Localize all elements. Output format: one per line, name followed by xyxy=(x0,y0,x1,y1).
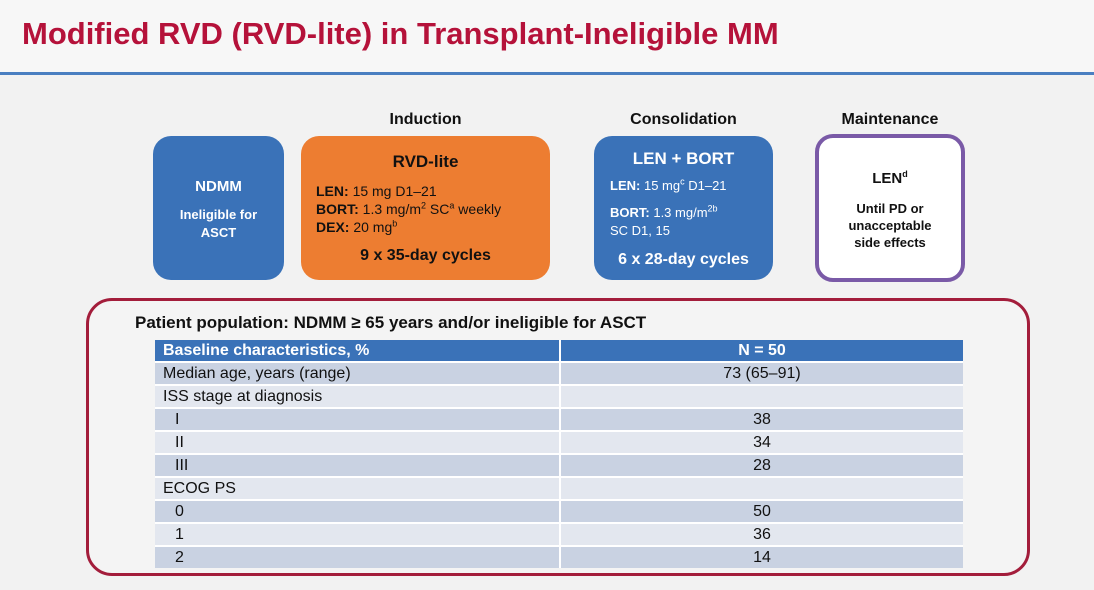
maintenance-box: LENd Until PD or unacceptable side effec… xyxy=(815,134,965,282)
ndmm-box: NDMM Ineligible for ASCT xyxy=(153,136,284,280)
maintenance-heading: LENd xyxy=(819,170,961,187)
phase-label-induction: Induction xyxy=(301,111,550,129)
table-row: 0 50 xyxy=(155,500,963,523)
row-value: 73 (65–91) xyxy=(560,362,963,385)
title-divider xyxy=(0,72,1094,75)
row-value xyxy=(560,385,963,408)
consolidation-heading: LEN + BORT xyxy=(594,149,773,169)
row-label: I xyxy=(155,408,560,431)
induction-cycles: 9 x 35-day cycles xyxy=(301,247,550,265)
row-value: 38 xyxy=(560,408,963,431)
row-value: 36 xyxy=(560,523,963,546)
row-value: 28 xyxy=(560,454,963,477)
row-label: 0 xyxy=(155,500,560,523)
maintenance-description: Until PD or unacceptable side effects xyxy=(819,200,961,251)
row-label: ISS stage at diagnosis xyxy=(155,385,560,408)
induction-heading: RVD-lite xyxy=(301,152,550,172)
consolidation-cycles: 6 x 28-day cycles xyxy=(594,251,773,269)
row-value: 50 xyxy=(560,500,963,523)
consolidation-bort-line: BORT: 1.3 mg/m2b SC D1, 15 xyxy=(610,204,718,240)
table-row: ISS stage at diagnosis xyxy=(155,385,963,408)
row-label: 1 xyxy=(155,523,560,546)
row-value: 14 xyxy=(560,546,963,568)
patient-population-title: Patient population: NDMM ≥ 65 years and/… xyxy=(135,313,646,333)
induction-box: RVD-lite LEN: 15 mg D1–21 BORT: 1.3 mg/m… xyxy=(301,136,550,280)
induction-bort-line: BORT: 1.3 mg/m2 SCa weekly xyxy=(316,200,501,218)
row-value xyxy=(560,477,963,500)
phase-label-consolidation: Consolidation xyxy=(594,111,773,129)
table-header-n: N = 50 xyxy=(560,340,963,362)
ndmm-subtitle: Ineligible for ASCT xyxy=(153,206,284,242)
row-label: ECOG PS xyxy=(155,477,560,500)
baseline-characteristics-table: Baseline characteristics, % N = 50 Media… xyxy=(155,340,963,568)
table-header-characteristic: Baseline characteristics, % xyxy=(155,340,560,362)
table-row: I 38 xyxy=(155,408,963,431)
phase-label-maintenance: Maintenance xyxy=(815,111,965,129)
slide-title: Modified RVD (RVD-lite) in Transplant-In… xyxy=(22,16,779,52)
table-row: Median age, years (range) 73 (65–91) xyxy=(155,362,963,385)
induction-dex-line: DEX: 20 mgb xyxy=(316,218,501,236)
table-header-row: Baseline characteristics, % N = 50 xyxy=(155,340,963,362)
row-label: II xyxy=(155,431,560,454)
induction-regimen: LEN: 15 mg D1–21 BORT: 1.3 mg/m2 SCa wee… xyxy=(316,182,501,236)
title-bar: Modified RVD (RVD-lite) in Transplant-In… xyxy=(0,0,1094,72)
table-row: ECOG PS xyxy=(155,477,963,500)
consolidation-len-line: LEN: 15 mgc D1–21 xyxy=(610,178,727,193)
row-label: III xyxy=(155,454,560,477)
row-value: 34 xyxy=(560,431,963,454)
table-row: 2 14 xyxy=(155,546,963,568)
induction-len-line: LEN: 15 mg D1–21 xyxy=(316,182,501,200)
table-row: III 28 xyxy=(155,454,963,477)
consolidation-box: LEN + BORT LEN: 15 mgc D1–21 BORT: 1.3 m… xyxy=(594,136,773,280)
table-row: 1 36 xyxy=(155,523,963,546)
row-label: Median age, years (range) xyxy=(155,362,560,385)
table-row: II 34 xyxy=(155,431,963,454)
row-label: 2 xyxy=(155,546,560,568)
ndmm-heading: NDMM xyxy=(153,178,284,195)
